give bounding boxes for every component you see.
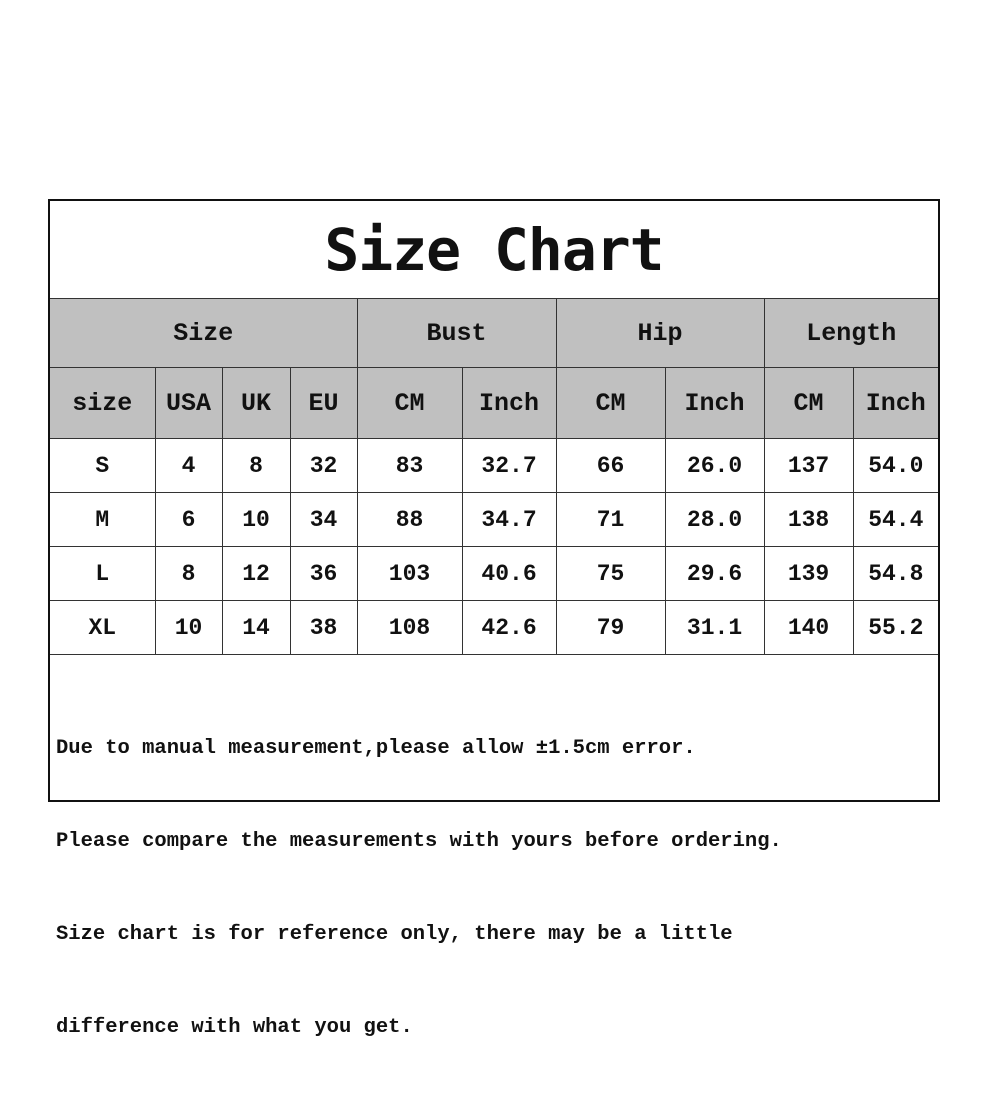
header-size: Size xyxy=(50,299,358,368)
table-cell: 75 xyxy=(555,546,666,601)
table-cell: 54.8 xyxy=(852,546,939,601)
header-hip: Hip xyxy=(555,299,765,368)
sub-header-cell: USA xyxy=(154,367,223,439)
chart-title: Size Chart xyxy=(50,201,938,299)
table-cell: 55.2 xyxy=(852,600,939,655)
table-cell: 54.4 xyxy=(852,492,939,547)
sub-header-cell: size xyxy=(50,367,156,439)
table-cell: 140 xyxy=(763,600,854,655)
sub-header-cell: EU xyxy=(289,367,358,439)
table-cell: M xyxy=(50,492,156,547)
table-cell: 108 xyxy=(356,600,463,655)
table-cell: 139 xyxy=(763,546,854,601)
sub-header-cell: Inch xyxy=(852,367,939,439)
sub-header-cell: CM xyxy=(763,367,854,439)
note-line: difference with what you get. xyxy=(56,1016,413,1039)
size-chart: Size Chart Size Bust Hip Length size USA U… xyxy=(48,199,940,1039)
table-row: XL 10 14 38 108 42.6 79 31.1 140 55.2 xyxy=(50,600,939,655)
table-cell: 137 xyxy=(763,438,854,493)
table-cell: XL xyxy=(50,600,156,655)
group-header-row: Size Bust Hip Length xyxy=(50,299,939,368)
table-row: L 8 12 36 103 40.6 75 29.6 139 54.8 xyxy=(50,546,939,601)
table-cell: 31.1 xyxy=(664,600,765,655)
table-cell: 83 xyxy=(356,438,463,493)
table-cell: 32 xyxy=(289,438,358,493)
table-cell: 42.6 xyxy=(461,600,557,655)
table-cell: 26.0 xyxy=(664,438,765,493)
table-cell: 10 xyxy=(154,600,223,655)
sub-header-row: size USA UK EU CM Inch CM Inch CM Inch xyxy=(50,367,939,439)
table-cell: 29.6 xyxy=(664,546,765,601)
table-cell: 138 xyxy=(763,492,854,547)
table-cell: 54.0 xyxy=(852,438,939,493)
table-cell: 34.7 xyxy=(461,492,557,547)
table-cell: 36 xyxy=(289,546,358,601)
table-cell: 12 xyxy=(221,546,291,601)
header-length: Length xyxy=(763,299,939,368)
table-cell: 66 xyxy=(555,438,666,493)
table-cell: 8 xyxy=(154,546,223,601)
sub-header-cell: UK xyxy=(221,367,291,439)
table-cell: 38 xyxy=(289,600,358,655)
table-cell: 8 xyxy=(221,438,291,493)
table-cell: 4 xyxy=(154,438,223,493)
table-cell: 10 xyxy=(221,492,291,547)
sub-header-cell: Inch xyxy=(664,367,765,439)
table-cell: 34 xyxy=(289,492,358,547)
table-cell: 40.6 xyxy=(461,546,557,601)
note-line: Due to manual measurement,please allow ±… xyxy=(56,737,696,760)
table-cell: 79 xyxy=(555,600,666,655)
table-cell: 6 xyxy=(154,492,223,547)
table-cell: L xyxy=(50,546,156,601)
table-cell: 32.7 xyxy=(461,438,557,493)
table-cell: 14 xyxy=(221,600,291,655)
table-row: M 6 10 34 88 34.7 71 28.0 138 54.4 xyxy=(50,492,939,547)
size-table: Size Bust Hip Length size USA UK EU CM Inch CM… xyxy=(50,299,939,655)
note-line: Size chart is for reference only, there … xyxy=(56,923,733,946)
header-bust: Bust xyxy=(356,299,557,368)
table-cell: 103 xyxy=(356,546,463,601)
table-cell: 88 xyxy=(356,492,463,547)
note-line: Please compare the measurements with you… xyxy=(56,830,782,853)
sub-header-cell: CM xyxy=(356,367,463,439)
table-row: S 4 8 32 83 32.7 66 26.0 137 54.0 xyxy=(50,438,939,493)
notes: Due to manual measurement,please allow ±… xyxy=(50,655,938,1105)
table-cell: S xyxy=(50,438,156,493)
table-cell: 71 xyxy=(555,492,666,547)
sub-header-cell: Inch xyxy=(461,367,557,439)
table-cell: 28.0 xyxy=(664,492,765,547)
sub-header-cell: CM xyxy=(555,367,666,439)
